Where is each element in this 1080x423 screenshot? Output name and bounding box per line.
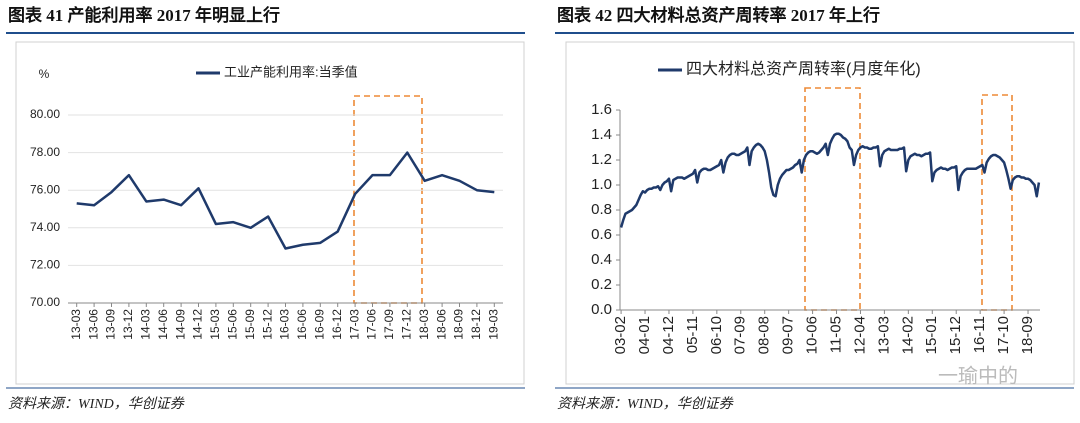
- legend-label: 四大材料总资产周转率(月度年化): [686, 60, 921, 78]
- source-note: 资料来源：WIND，华创证券: [8, 396, 185, 412]
- x-tick-label: 16-06: [295, 309, 309, 340]
- y-tick-label: 1.4: [591, 126, 612, 143]
- y-axis-label: %: [39, 67, 50, 81]
- y-tick-label: 72.00: [30, 258, 60, 272]
- x-tick-label: 14-02: [899, 316, 916, 354]
- series-line: [76, 151, 495, 250]
- x-tick-label: 16-11: [971, 316, 988, 353]
- y-tick-label: 80.00: [30, 107, 60, 121]
- x-tick-label: 15-12: [260, 309, 274, 340]
- highlight-boxes: [353, 87, 1013, 311]
- y-tick-label: 78.00: [30, 145, 60, 159]
- x-tick-label: 08-08: [756, 316, 773, 354]
- x-tick-label: 17-06: [365, 309, 379, 340]
- x-tick-label: 15-01: [923, 316, 940, 354]
- watermark: 一瑜中的: [938, 364, 1018, 387]
- x-tick-label: 18-06: [434, 309, 448, 340]
- x-tick-label: 06-10: [708, 316, 725, 354]
- y-tick-label: 74.00: [30, 220, 60, 234]
- x-tick-label: 04-12: [660, 316, 677, 354]
- x-tick-label: 18-03: [417, 309, 431, 340]
- y-tick-label: 0.8: [591, 201, 612, 218]
- y-tick-label: 1.0: [591, 176, 612, 193]
- x-tick-label: 18-09: [452, 309, 466, 340]
- x-tick-label: 13-03: [69, 309, 83, 340]
- x-tick-label: 12-04: [851, 316, 868, 354]
- x-tick-label: 14-03: [138, 309, 152, 340]
- x-tick-label: 17-10: [995, 316, 1012, 354]
- x-tick-label: 04-01: [636, 316, 653, 354]
- panel-frames: [6, 32, 1075, 389]
- x-tick-label: 14-12: [191, 309, 205, 340]
- x-tick-label: 18-12: [469, 309, 483, 340]
- series-line: [619, 132, 1041, 228]
- y-tick-label: 0.4: [591, 251, 612, 268]
- y-tick-label: 76.00: [30, 182, 60, 196]
- x-tick-label: 13-06: [86, 309, 100, 340]
- x-tick-label: 15-03: [208, 309, 222, 340]
- x-tick-label: 07-09: [732, 316, 749, 354]
- x-tick-label: 16-09: [312, 309, 326, 340]
- y-tick-label: 0.0: [591, 301, 612, 318]
- x-tick-label: 15-09: [243, 309, 257, 340]
- x-tick-label: 13-09: [104, 309, 118, 340]
- x-tick-label: 17-12: [399, 309, 413, 340]
- y-tick-label: 0.2: [591, 276, 612, 293]
- y-tick-label: 70.00: [30, 295, 60, 309]
- x-tick-label: 19-03: [486, 309, 500, 340]
- x-tick-label: 16-03: [278, 309, 292, 340]
- y-tick-label: 1.6: [591, 101, 612, 118]
- x-tick-label: 17-09: [382, 309, 396, 340]
- x-tick-label: 16-12: [330, 309, 344, 340]
- x-tick-label: 11-05: [827, 316, 844, 353]
- x-tick-label: 17-03: [347, 309, 361, 340]
- x-tick-label: 03-02: [612, 316, 629, 354]
- legend-label: 工业产能利用率:当季值: [224, 64, 358, 79]
- x-tick-label: 15-12: [947, 316, 964, 354]
- x-tick-label: 14-09: [173, 309, 187, 340]
- chart-title: 图表 41 产能利用率 2017 年明显上行: [8, 5, 280, 25]
- x-tick-label: 05-11: [684, 316, 701, 353]
- source-note: 资料来源：WIND，华创证券: [557, 396, 734, 412]
- y-tick-label: 0.6: [591, 226, 612, 243]
- x-tick-label: 13-03: [875, 316, 892, 354]
- x-tick-label: 15-06: [225, 309, 239, 340]
- y-tick-label: 1.2: [591, 151, 612, 168]
- x-tick-label: 09-07: [780, 316, 797, 354]
- x-tick-label: 13-12: [121, 309, 135, 340]
- x-tick-label: 18-09: [1019, 316, 1036, 354]
- chart-title: 图表 42 四大材料总资产周转率 2017 年上行: [557, 5, 880, 25]
- x-tick-label: 14-06: [156, 309, 170, 340]
- x-tick-label: 10-06: [804, 316, 821, 354]
